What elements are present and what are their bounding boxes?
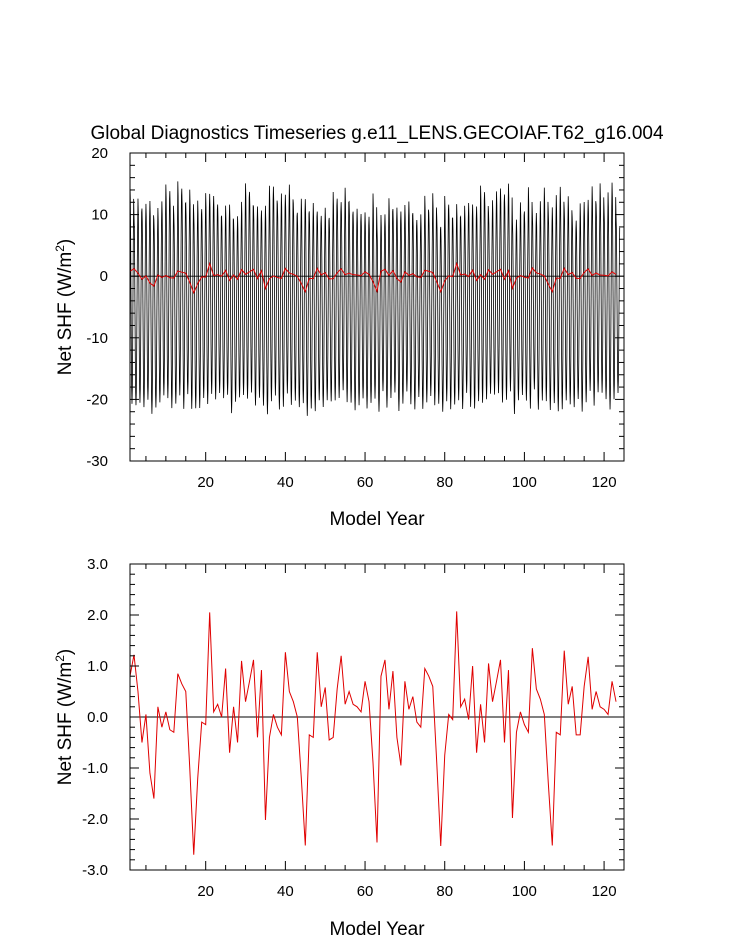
y-tick-label: -20 bbox=[86, 391, 108, 408]
top-panel-marks bbox=[129, 181, 624, 416]
y-tick-label: 20 bbox=[91, 145, 108, 162]
y-tick-label: 1.0 bbox=[87, 658, 108, 675]
bottom-x-axis-label: Model Year bbox=[329, 919, 425, 940]
y-tick-label: 0 bbox=[100, 268, 108, 285]
y-tick-label: 2.0 bbox=[87, 607, 108, 624]
bottom-panel-ticks: 20 40 60 80 100 120 -3.0 -2.0 -1.0 0.0 1.0 2.0 3.0 bbox=[82, 556, 625, 900]
x-tick-label: 80 bbox=[436, 474, 453, 491]
bottom-panel: 20 40 60 80 100 120 -3.0 -2.0 -1.0 0.0 1.0 2.0 3.0 M… bbox=[53, 556, 625, 940]
x-tick-label: 60 bbox=[357, 474, 374, 491]
monthly-series-line bbox=[129, 181, 621, 416]
x-tick-label: 120 bbox=[592, 883, 617, 900]
x-tick-label: 40 bbox=[277, 883, 294, 900]
top-panel-frame bbox=[129, 152, 625, 462]
annual-mean-series-line bbox=[129, 611, 617, 855]
top-x-axis-label: Model Year bbox=[329, 509, 425, 530]
y-tick-label: -1.0 bbox=[82, 760, 108, 777]
chart-title: Global Diagnostics Timeseries g.e11_LENS… bbox=[90, 123, 664, 144]
top-y-axis-label: Net SHF (W/m2) bbox=[53, 239, 76, 376]
x-tick-label: 120 bbox=[592, 474, 617, 491]
x-tick-label: 100 bbox=[512, 883, 537, 900]
top-panel-ticks: 20 40 60 80 100 120 -30 -20 -10 0 10 20 bbox=[86, 145, 625, 491]
y-tick-label: 10 bbox=[91, 207, 108, 224]
bottom-panel-marks bbox=[129, 611, 624, 855]
y-tick-label: -3.0 bbox=[82, 862, 108, 879]
x-tick-label: 80 bbox=[436, 883, 453, 900]
x-tick-label: 20 bbox=[197, 474, 214, 491]
x-tick-label: 100 bbox=[512, 474, 537, 491]
bottom-y-axis-label: Net SHF (W/m2) bbox=[53, 649, 76, 786]
x-tick-label: 40 bbox=[277, 474, 294, 491]
annual-mean-series-line bbox=[129, 261, 617, 295]
y-tick-label: -30 bbox=[86, 453, 108, 470]
y-tick-label: -2.0 bbox=[82, 811, 108, 828]
x-tick-label: 60 bbox=[357, 883, 374, 900]
y-tick-label: -10 bbox=[86, 330, 108, 347]
y-tick-label: 3.0 bbox=[87, 556, 108, 573]
y-tick-label: 0.0 bbox=[87, 709, 108, 726]
x-tick-label: 20 bbox=[197, 883, 214, 900]
